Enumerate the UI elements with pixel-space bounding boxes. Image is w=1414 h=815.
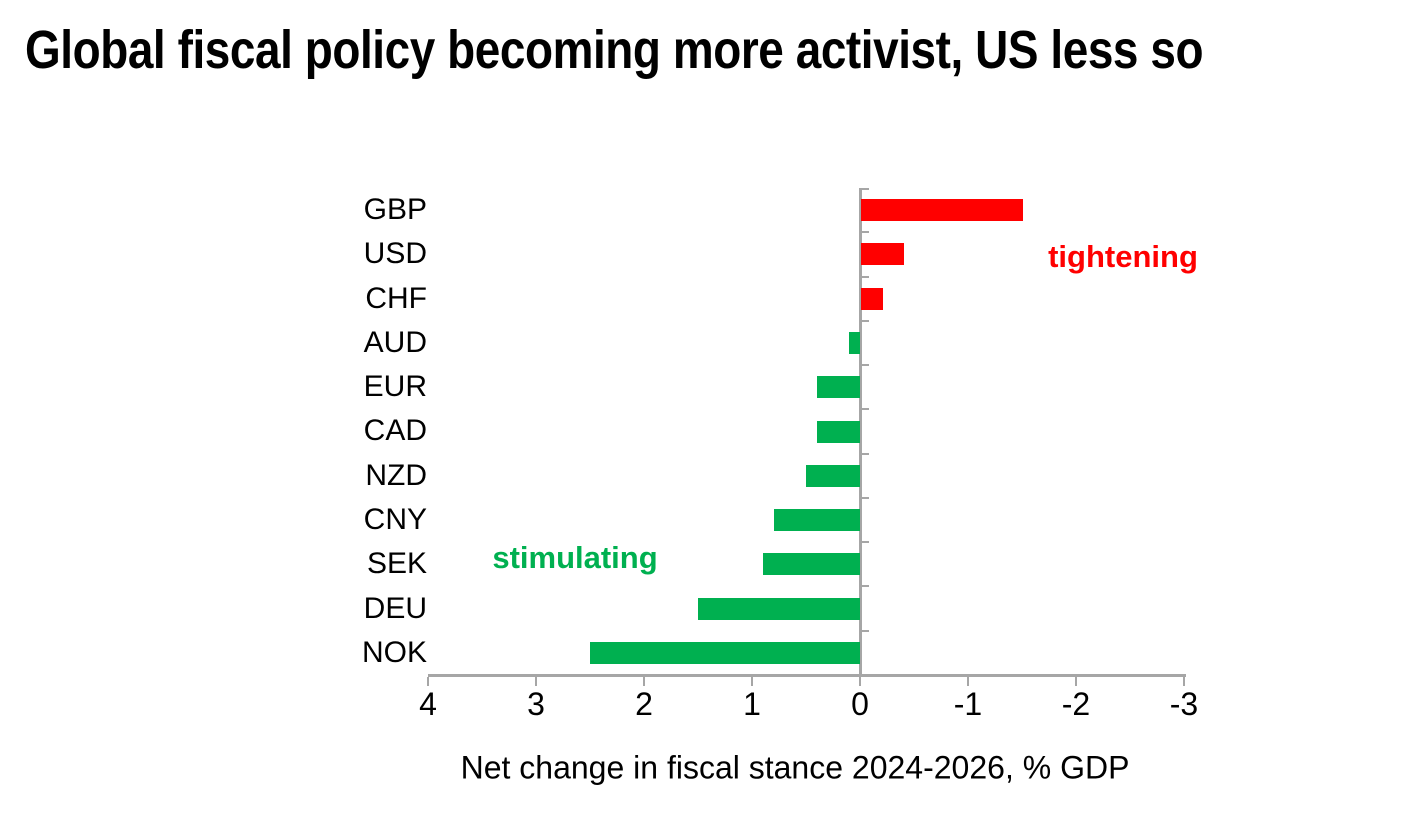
plot-area <box>428 188 1184 675</box>
category-label-GBP: GBP <box>363 193 427 227</box>
category-label-CAD: CAD <box>363 414 427 448</box>
x-axis-tick-label--3: -3 <box>1169 686 1199 722</box>
category-label-EUR: EUR <box>363 370 427 404</box>
annotation-stimulating: stimulating <box>492 540 658 575</box>
bar-DEU <box>698 597 860 620</box>
x-axis-tick-label-1: 1 <box>743 686 761 722</box>
bar-USD <box>861 243 905 266</box>
category-label-SEK: SEK <box>366 547 427 581</box>
x-axis-tick-3 <box>535 677 537 686</box>
x-axis-tick-1 <box>751 677 753 686</box>
bar-CHF <box>861 287 883 310</box>
x-axis-tick-label--2: -2 <box>1061 686 1091 722</box>
bar-CAD <box>816 420 860 443</box>
category-label-CHF: CHF <box>365 281 427 315</box>
zero-axis-row-tick <box>860 496 869 499</box>
zero-axis-line <box>859 188 862 675</box>
x-axis-tick-label-2: 2 <box>635 686 653 722</box>
x-axis-title: Net change in fiscal stance 2024-2026, %… <box>460 749 1130 786</box>
x-axis-tick-label-0: 0 <box>851 686 869 722</box>
x-axis-tick--3 <box>1183 677 1185 686</box>
x-axis-tick-4 <box>427 677 429 686</box>
y-axis-category-labels: GBP USD CHF AUD EUR CAD NZD CNY SEK DEU NOK <box>150 188 429 675</box>
x-axis-tick-label--1: -1 <box>953 686 983 722</box>
category-label-CNY: CNY <box>363 502 427 536</box>
category-label-NZD: NZD <box>365 458 427 492</box>
zero-axis-row-tick <box>860 452 869 455</box>
category-label-USD: USD <box>363 237 427 271</box>
zero-axis-row-tick <box>860 629 869 632</box>
x-axis-tick--1 <box>967 677 969 686</box>
zero-axis-row-tick <box>860 364 869 367</box>
category-label-AUD: AUD <box>363 325 427 359</box>
zero-axis-row-tick <box>860 408 869 411</box>
category-label-DEU: DEU <box>363 591 427 625</box>
zero-axis-row-tick <box>860 275 869 278</box>
bar-CNY <box>773 509 860 532</box>
x-axis-line <box>428 674 1186 677</box>
x-axis-tick-2 <box>643 677 645 686</box>
zero-axis-row-tick <box>860 188 869 190</box>
bar-NZD <box>806 464 860 487</box>
zero-axis-row-tick <box>860 319 869 322</box>
bar-EUR <box>816 376 860 399</box>
bar-AUD <box>849 331 860 354</box>
zero-axis-row-tick <box>860 541 869 544</box>
chart-title: Global fiscal policy becoming more activ… <box>25 20 1204 80</box>
zero-axis-row-tick <box>860 231 869 234</box>
x-axis-tick-label-3: 3 <box>527 686 545 722</box>
category-label-NOK: NOK <box>361 635 427 669</box>
bar-GBP <box>861 199 1023 222</box>
annotation-tightening: tightening <box>1048 239 1198 274</box>
x-axis-tick-label-4: 4 <box>419 686 437 722</box>
bar-NOK <box>590 641 860 664</box>
x-axis-tick-0 <box>859 677 861 686</box>
zero-axis-row-tick <box>860 585 869 588</box>
x-axis-tick--2 <box>1075 677 1077 686</box>
bar-SEK <box>762 553 860 576</box>
